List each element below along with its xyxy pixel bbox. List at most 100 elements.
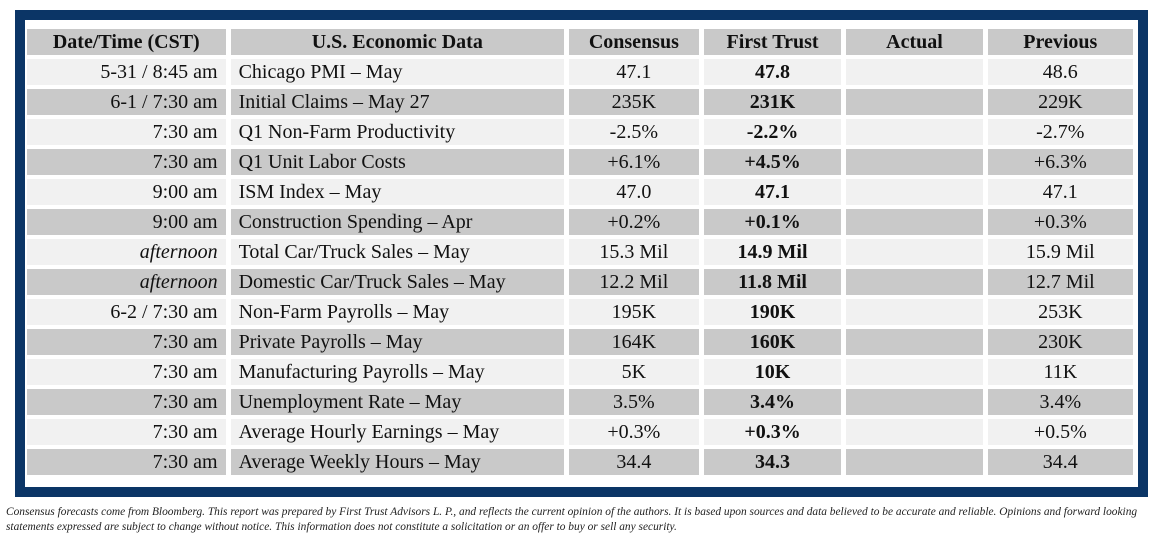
cell-date: 5-31 / 8:45 am [27,59,226,85]
cell-date: 6-2 / 7:30 am [27,299,226,325]
calendar-frame: Date/Time (CST) U.S. Economic Data Conse… [15,10,1148,497]
cell-event: Manufacturing Payrolls – May [230,359,564,385]
table-row: 7:30 am Q1 Unit Labor Costs +6.1% +4.5% +6.3… [27,149,1133,175]
cell-previous: 11K [987,359,1133,385]
cell-event: Initial Claims – May 27 [230,89,564,115]
table-row: 5-31 / 8:45 am Chicago PMI – May 47.1 47.8 4… [27,59,1133,85]
cell-actual [846,209,983,235]
cell-consensus: -2.5% [568,119,699,145]
cell-event: Construction Spending – Apr [230,209,564,235]
cell-previous: +6.3% [987,149,1133,175]
cell-date: 7:30 am [27,449,226,475]
cell-first-trust: +4.5% [703,149,842,175]
table-body: 5-31 / 8:45 am Chicago PMI – May 47.1 47.8 4… [27,59,1133,475]
table-row: 7:30 am Private Payrolls – May 164K 160K 230… [27,329,1133,355]
column-header-previous: Previous [987,29,1133,55]
cell-first-trust: 3.4% [703,389,842,415]
cell-previous: 229K [987,89,1133,115]
cell-event: Non-Farm Payrolls – May [230,299,564,325]
disclaimer-footnote: Consensus forecasts come from Bloomberg.… [6,506,1138,533]
cell-first-trust: 160K [703,329,842,355]
table-row: 6-1 / 7:30 am Initial Claims – May 27 235K… [27,89,1133,115]
cell-consensus: 12.2 Mil [568,269,699,295]
cell-consensus: 15.3 Mil [568,239,699,265]
cell-previous: 3.4% [987,389,1133,415]
cell-first-trust: 231K [703,89,842,115]
cell-consensus: +6.1% [568,149,699,175]
cell-previous: 230K [987,329,1133,355]
table-row: 7:30 am Average Hourly Earnings – May +0.3… [27,419,1133,445]
cell-consensus: 5K [568,359,699,385]
table-row: 7:30 am Manufacturing Payrolls – May 5K 10K… [27,359,1133,385]
table-row: 9:00 am Construction Spending – Apr +0.2% +… [27,209,1133,235]
column-header-first-trust: First Trust [703,29,842,55]
cell-previous: 48.6 [987,59,1133,85]
table-row: afternoon Domestic Car/Truck Sales – May 1… [27,269,1133,295]
cell-actual [846,89,983,115]
cell-consensus: 235K [568,89,699,115]
cell-previous: +0.5% [987,419,1133,445]
cell-event: Domestic Car/Truck Sales – May [230,269,564,295]
cell-actual [846,269,983,295]
cell-date: afternoon [27,239,226,265]
cell-date: 7:30 am [27,119,226,145]
cell-first-trust: 190K [703,299,842,325]
table-header-row: Date/Time (CST) U.S. Economic Data Conse… [27,29,1133,55]
economic-calendar-table: Date/Time (CST) U.S. Economic Data Conse… [22,25,1138,479]
cell-first-trust: 34.3 [703,449,842,475]
cell-date: 7:30 am [27,149,226,175]
table-row: afternoon Total Car/Truck Sales – May 15.3… [27,239,1133,265]
cell-consensus: +0.2% [568,209,699,235]
cell-actual [846,179,983,205]
cell-consensus: 34.4 [568,449,699,475]
cell-first-trust: +0.1% [703,209,842,235]
cell-actual [846,389,983,415]
cell-event: Average Weekly Hours – May [230,449,564,475]
column-header-actual: Actual [846,29,983,55]
cell-previous: 15.9 Mil [987,239,1133,265]
cell-actual [846,149,983,175]
cell-actual [846,299,983,325]
table-row: 7:30 am Q1 Non-Farm Productivity -2.5% -2.2… [27,119,1133,145]
cell-actual [846,119,983,145]
cell-event: Unemployment Rate – May [230,389,564,415]
cell-consensus: 164K [568,329,699,355]
table-row: 7:30 am Unemployment Rate – May 3.5% 3.4% 3.… [27,389,1133,415]
cell-consensus: 47.0 [568,179,699,205]
cell-consensus: +0.3% [568,419,699,445]
cell-previous: 34.4 [987,449,1133,475]
cell-date: 7:30 am [27,329,226,355]
cell-event: Q1 Non-Farm Productivity [230,119,564,145]
column-header-event: U.S. Economic Data [230,29,564,55]
table-row: 6-2 / 7:30 am Non-Farm Payrolls – May 195K… [27,299,1133,325]
cell-first-trust: 47.8 [703,59,842,85]
cell-actual [846,239,983,265]
cell-first-trust: 47.1 [703,179,842,205]
cell-consensus: 3.5% [568,389,699,415]
cell-actual [846,419,983,445]
cell-first-trust: 11.8 Mil [703,269,842,295]
cell-actual [846,359,983,385]
cell-event: Q1 Unit Labor Costs [230,149,564,175]
cell-date: 7:30 am [27,419,226,445]
cell-previous: +0.3% [987,209,1133,235]
cell-actual [846,59,983,85]
cell-consensus: 195K [568,299,699,325]
cell-previous: 12.7 Mil [987,269,1133,295]
cell-actual [846,449,983,475]
cell-previous: -2.7% [987,119,1133,145]
cell-previous: 253K [987,299,1133,325]
cell-date: 7:30 am [27,389,226,415]
cell-first-trust: +0.3% [703,419,842,445]
cell-event: Total Car/Truck Sales – May [230,239,564,265]
table-row: 9:00 am ISM Index – May 47.0 47.1 47.1 [27,179,1133,205]
cell-first-trust: -2.2% [703,119,842,145]
cell-consensus: 47.1 [568,59,699,85]
column-header-consensus: Consensus [568,29,699,55]
cell-event: Private Payrolls – May [230,329,564,355]
cell-first-trust: 14.9 Mil [703,239,842,265]
cell-date: 7:30 am [27,359,226,385]
cell-date: 9:00 am [27,209,226,235]
cell-event: Chicago PMI – May [230,59,564,85]
table-row: 7:30 am Average Weekly Hours – May 34.4 34.… [27,449,1133,475]
